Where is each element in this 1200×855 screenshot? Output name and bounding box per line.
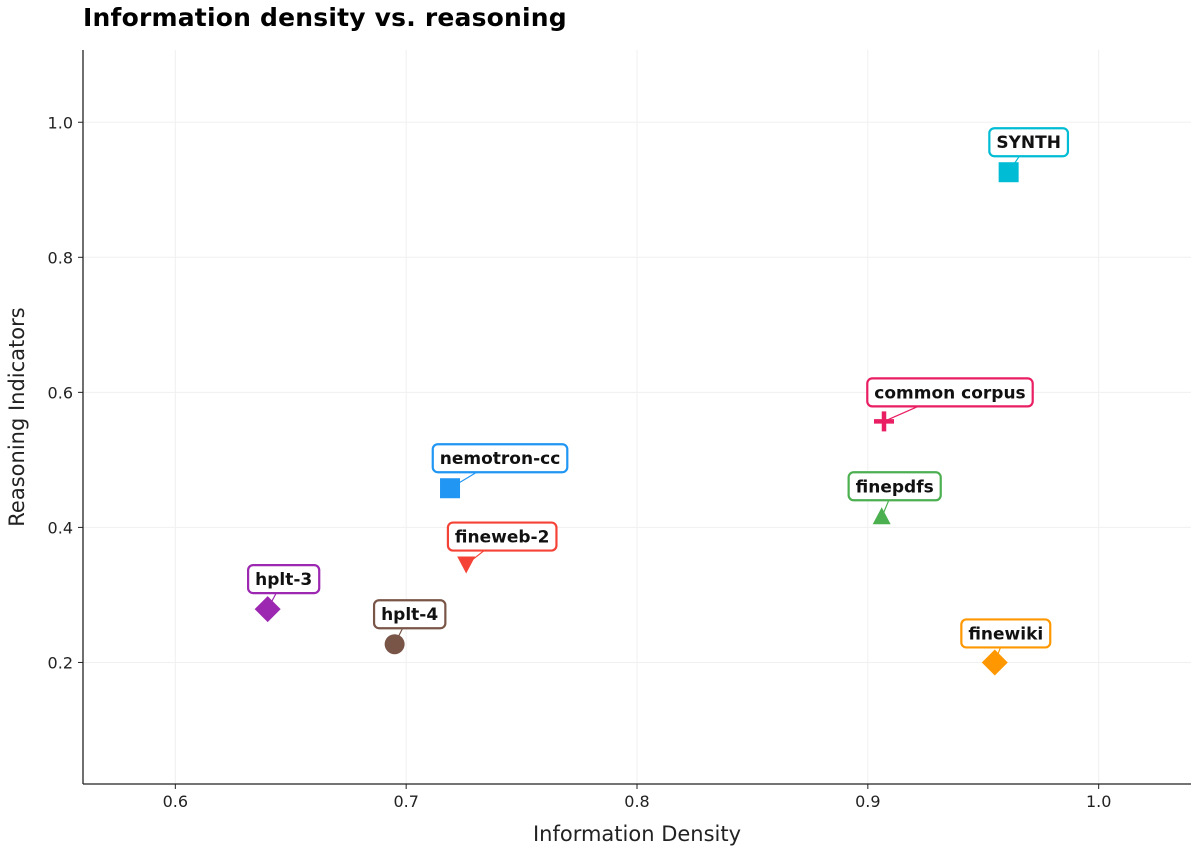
label-box (446, 521, 558, 552)
y-tick-label: 0.6 (48, 383, 73, 402)
point-label-nemotron-cc: nemotron-cc (431, 443, 569, 489)
y-tick-label: 0.4 (48, 518, 73, 537)
point-label-fineweb-2: fineweb-2 (446, 521, 558, 566)
ticks: 0.6 0.7 0.8 0.9 1.0 0.2 0.4 0.6 0.8 1.0 (48, 113, 1112, 811)
label-text: hplt-4 (381, 605, 438, 625)
chart-title: Information density vs. reasoning (83, 3, 567, 32)
x-tick-label: 0.9 (855, 792, 880, 811)
y-tick-label: 0.8 (48, 248, 73, 267)
label-box (372, 599, 447, 630)
label-box (247, 564, 321, 595)
x-tick-label: 0.6 (163, 792, 188, 811)
point-label-hplt-4: hplt-4 (372, 599, 447, 645)
y-tick-label: 0.2 (48, 653, 73, 672)
label-text: SYNTH (996, 133, 1061, 153)
point-labels: SYNTH common corpus nemotron-cc finepdfs fin… (247, 127, 1070, 663)
x-tick-label: 0.7 (393, 792, 418, 811)
label-box (866, 377, 1034, 408)
point-label-finewiki: finewiki (960, 618, 1052, 663)
x-tick-label: 1.0 (1086, 792, 1111, 811)
y-tick-label: 1.0 (48, 113, 73, 132)
x-tick-label: 0.8 (624, 792, 649, 811)
label-text: nemotron-cc (440, 449, 561, 469)
label-text: hplt-3 (255, 570, 312, 590)
label-text: common corpus (874, 383, 1025, 403)
label-box (847, 471, 942, 502)
label-box (960, 618, 1052, 649)
label-box (988, 127, 1070, 158)
grid-lines (83, 50, 1191, 784)
point-label-synth: SYNTH (988, 127, 1070, 173)
point-label-finepdfs: finepdfs (847, 471, 942, 518)
x-axis-label: Information Density (533, 822, 741, 846)
y-axis-label: Reasoning Indicators (5, 307, 29, 526)
point-label-common-corpus: common corpus (866, 377, 1034, 422)
label-text: fineweb-2 (455, 528, 550, 548)
point-label-hplt-3: hplt-3 (247, 564, 321, 610)
label-text: finepdfs (856, 477, 934, 497)
label-text: finewiki (968, 624, 1043, 644)
label-box (431, 443, 569, 474)
